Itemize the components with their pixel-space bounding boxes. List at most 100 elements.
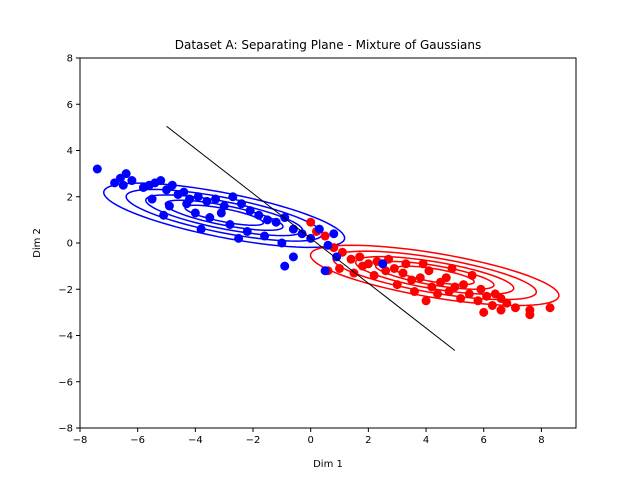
data-point-series-1 — [182, 199, 192, 209]
data-point-series-2 — [456, 294, 466, 303]
data-point-series-2 — [381, 266, 391, 276]
y-tick-label: 6 — [67, 100, 73, 111]
data-point-series-2 — [476, 284, 486, 294]
x-tick-label: 2 — [365, 435, 371, 446]
y-tick-label: −8 — [58, 424, 73, 435]
data-point-series-1 — [228, 192, 238, 202]
data-point-series-2 — [306, 217, 316, 227]
data-point-series-1 — [164, 201, 174, 211]
x-tick-label: 4 — [423, 435, 429, 446]
data-point-series-1 — [205, 213, 215, 223]
data-point-series-1 — [329, 229, 339, 239]
data-point-series-1 — [245, 206, 255, 216]
data-point-series-2 — [479, 307, 489, 317]
y-tick-label: 2 — [67, 192, 73, 203]
data-point-series-1 — [225, 220, 235, 229]
data-point-series-2 — [407, 275, 417, 285]
y-tick-label: −2 — [58, 285, 73, 296]
data-point-series-1 — [236, 199, 246, 209]
data-point-series-1 — [219, 201, 229, 211]
data-point-series-1 — [323, 240, 333, 250]
y-tick-label: 0 — [67, 239, 73, 250]
data-point-series-2 — [496, 294, 506, 303]
x-tick-label: −6 — [130, 435, 145, 446]
data-point-series-2 — [418, 259, 428, 269]
y-tick-label: −4 — [58, 331, 73, 342]
data-point-series-1 — [288, 224, 298, 234]
data-point-series-2 — [320, 231, 330, 241]
y-tick-label: −6 — [58, 377, 73, 388]
x-tick-label: 0 — [308, 435, 314, 446]
data-point-series-1 — [297, 229, 307, 239]
data-point-series-2 — [487, 300, 497, 310]
data-point-series-2 — [401, 259, 411, 269]
data-point-series-2 — [444, 287, 454, 297]
x-tick-label: 6 — [481, 435, 487, 446]
separating-line-layer — [166, 125, 456, 351]
y-axis-label: Dim 2 — [32, 228, 43, 258]
data-point-series-1 — [378, 259, 388, 269]
points-layer — [92, 164, 555, 320]
data-point-series-1 — [127, 176, 137, 186]
data-point-series-1 — [271, 217, 281, 227]
data-point-series-2 — [459, 280, 469, 290]
data-point-series-2 — [369, 270, 379, 280]
data-point-series-1 — [147, 194, 157, 204]
data-point-series-1 — [234, 233, 244, 243]
data-point-series-2 — [424, 266, 434, 276]
data-point-series-2 — [392, 280, 402, 290]
data-point-series-2 — [545, 303, 555, 313]
data-point-series-2 — [358, 261, 368, 271]
data-point-series-2 — [410, 287, 420, 297]
data-point-series-1 — [196, 224, 206, 234]
data-point-series-1 — [156, 176, 166, 186]
data-point-series-1 — [159, 210, 169, 220]
data-point-series-1 — [121, 169, 131, 179]
data-point-series-1 — [280, 261, 290, 271]
y-tick-label: 8 — [67, 54, 73, 65]
data-point-series-1 — [314, 224, 324, 234]
data-point-series-1 — [254, 210, 264, 220]
y-axis-ticks: −8 −6 −4 −2 0 2 4 6 8 — [58, 54, 80, 435]
data-point-series-1 — [320, 266, 330, 276]
data-point-series-1 — [332, 252, 342, 262]
x-tick-label: −2 — [246, 435, 261, 446]
data-point-series-1 — [211, 194, 221, 204]
data-point-series-1 — [193, 192, 203, 202]
data-point-series-2 — [389, 263, 399, 273]
separating-line — [166, 125, 456, 351]
x-axis-ticks: −8 −6 −4 −2 0 2 4 6 8 — [73, 428, 545, 446]
y-tick-label: 4 — [67, 146, 73, 157]
data-point-series-2 — [415, 273, 425, 283]
data-point-series-2 — [496, 305, 506, 315]
data-point-series-1 — [92, 164, 102, 174]
x-tick-label: 8 — [538, 435, 544, 446]
data-point-series-1 — [277, 238, 287, 248]
data-point-series-1 — [288, 252, 298, 262]
data-point-series-2 — [346, 254, 356, 264]
data-point-series-1 — [262, 215, 272, 225]
x-tick-label: −4 — [188, 435, 203, 446]
data-point-series-2 — [398, 268, 408, 278]
data-point-series-1 — [202, 196, 212, 206]
data-point-series-2 — [510, 303, 520, 313]
data-point-series-1 — [179, 187, 189, 197]
data-point-series-2 — [355, 252, 365, 262]
data-point-series-1 — [167, 180, 177, 190]
data-point-series-2 — [464, 289, 474, 299]
data-point-series-2 — [467, 270, 477, 280]
data-point-series-1 — [190, 208, 200, 218]
data-point-series-2 — [482, 291, 492, 301]
data-point-series-1 — [260, 231, 270, 241]
data-point-series-2 — [447, 263, 457, 273]
x-axis-label: Dim 1 — [313, 459, 343, 470]
data-point-series-1 — [242, 226, 252, 236]
contour-line-series-1 — [125, 188, 323, 242]
data-point-series-2 — [525, 310, 535, 320]
x-tick-label: −8 — [73, 435, 88, 446]
contour-line-series-1 — [145, 194, 304, 237]
data-point-series-2 — [473, 296, 483, 306]
data-point-series-2 — [441, 273, 451, 283]
